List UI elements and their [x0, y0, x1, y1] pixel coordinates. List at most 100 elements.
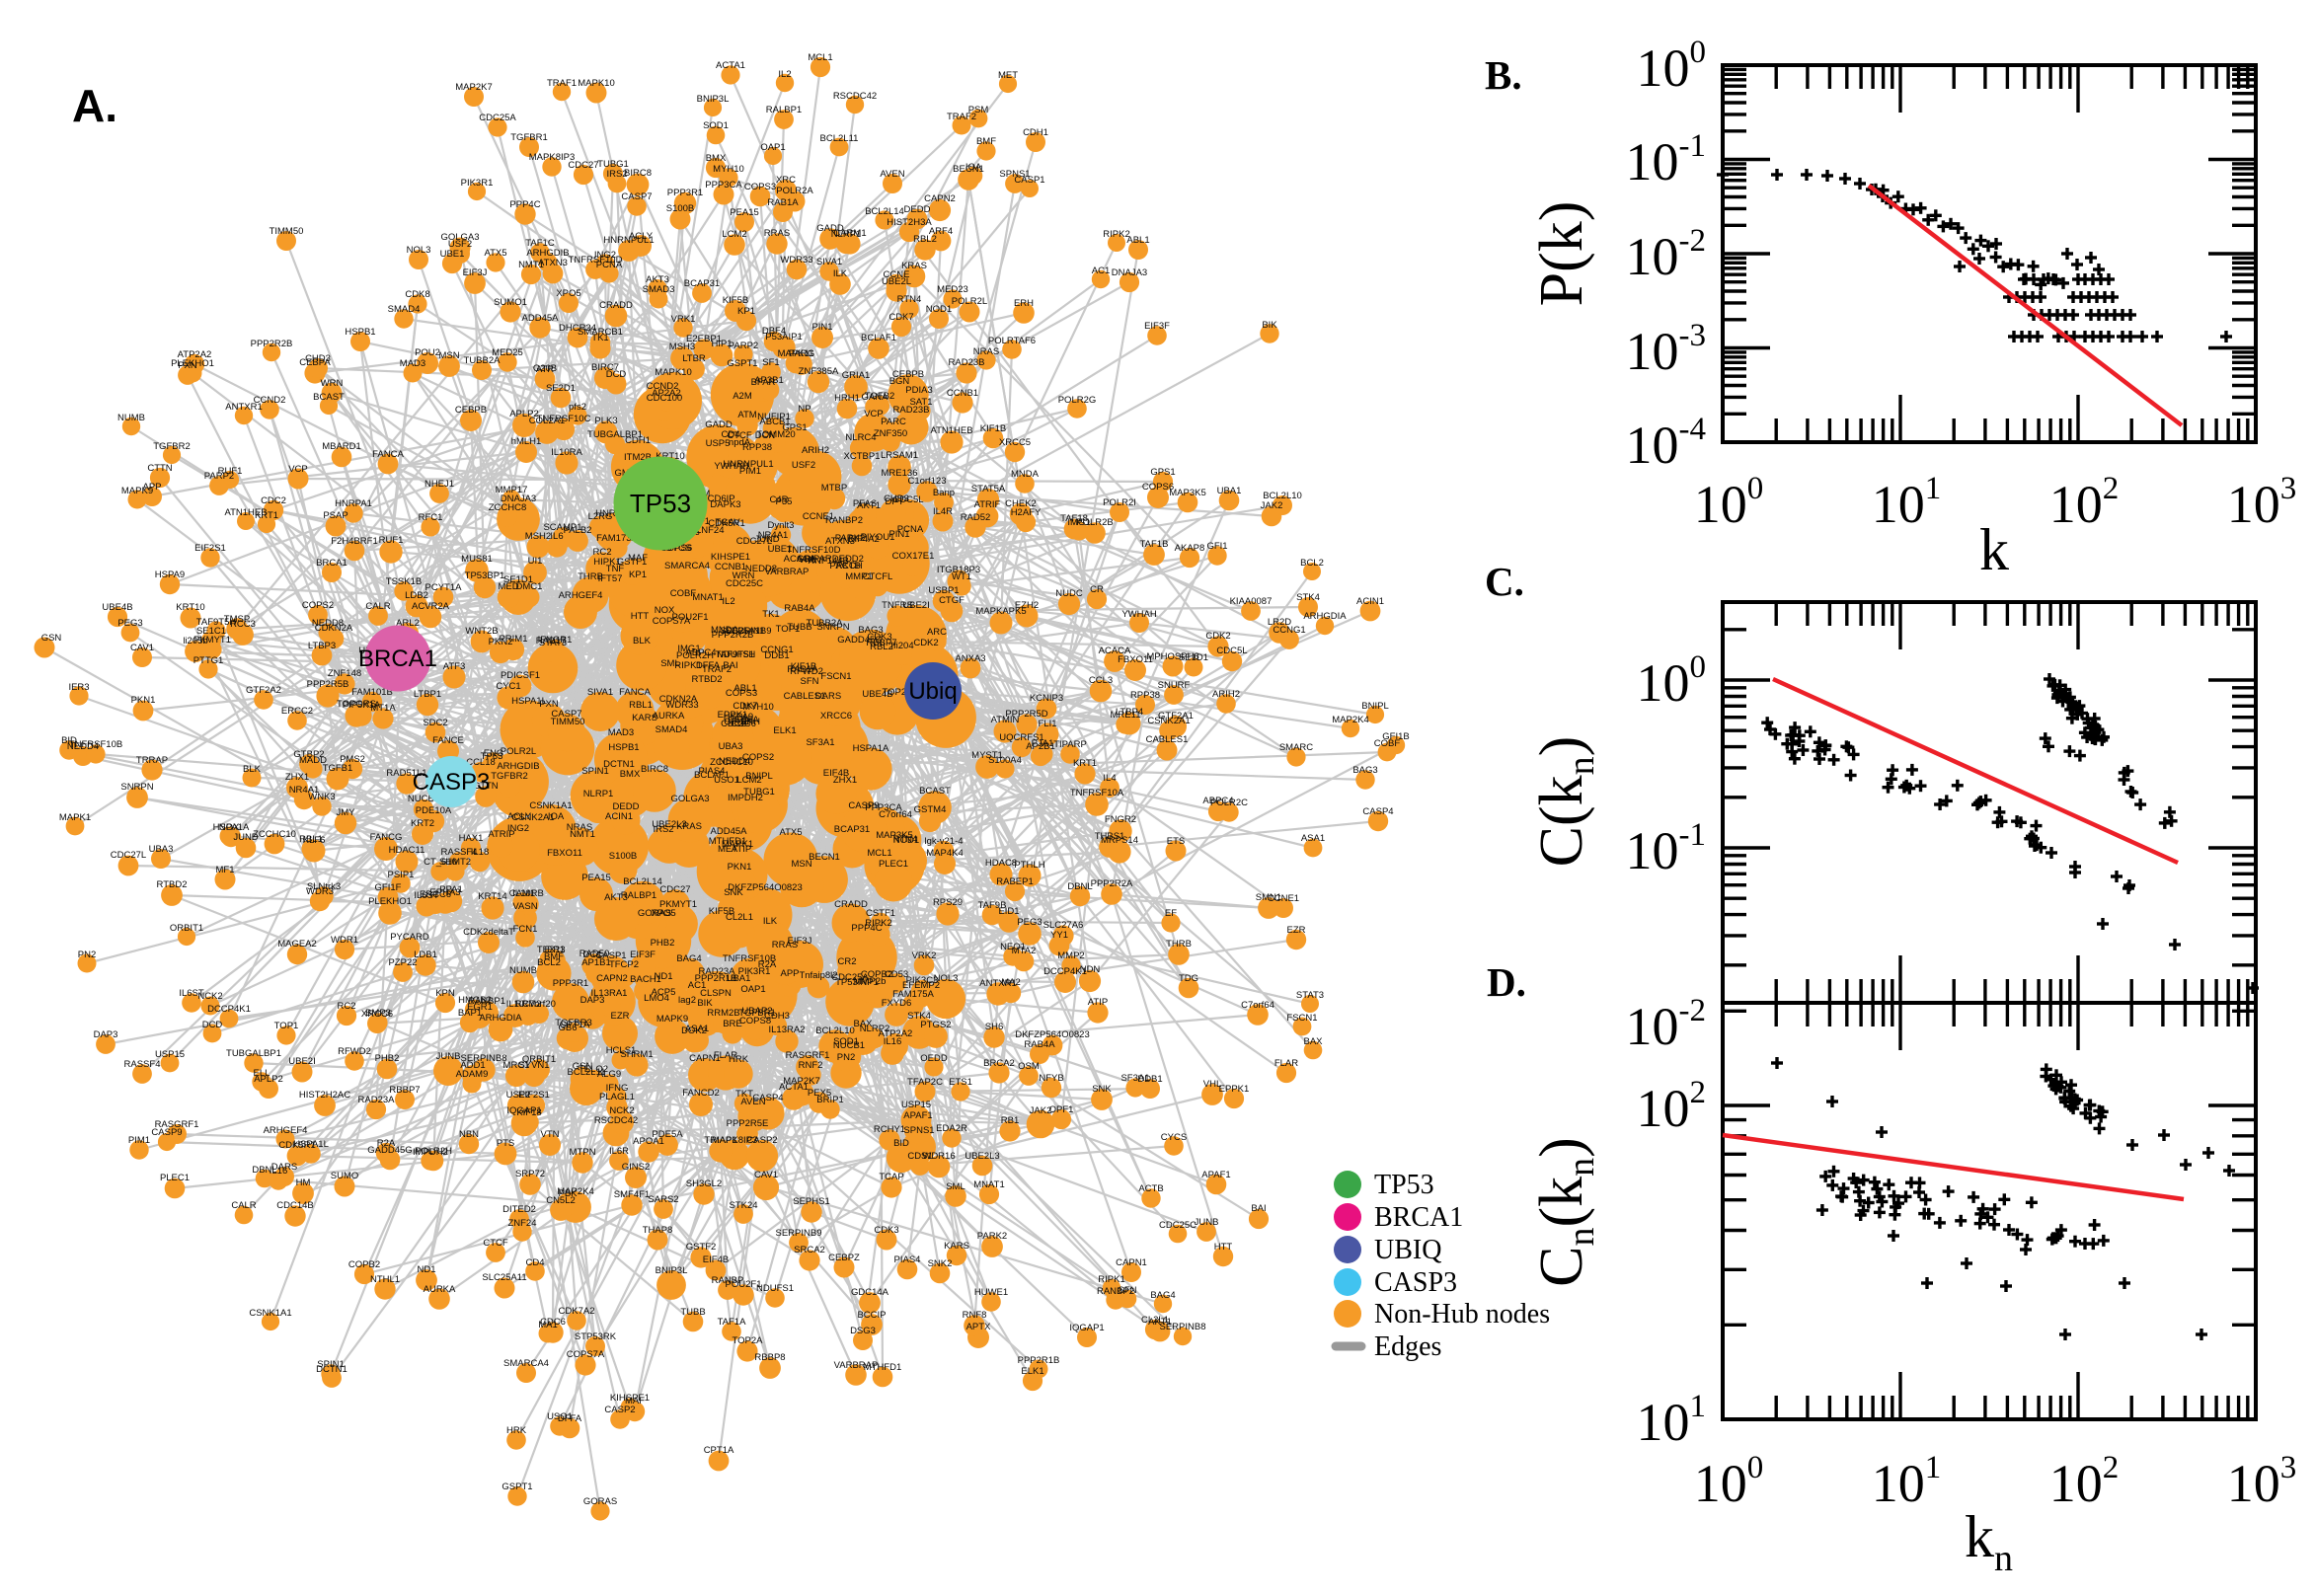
svg-text:DBNL: DBNL	[252, 1165, 276, 1176]
svg-text:EZR: EZR	[1287, 925, 1306, 936]
svg-text:ZNF385A: ZNF385A	[799, 366, 839, 377]
svg-text:PTHLH: PTHLH	[1014, 860, 1044, 871]
svg-text:UBE2L3: UBE2L3	[965, 1151, 999, 1162]
svg-text:POLR2I: POLR2I	[1103, 497, 1136, 508]
svg-text:KIF5B: KIF5B	[723, 295, 748, 306]
svg-text:ASA1: ASA1	[1301, 833, 1325, 844]
svg-text:CAPN1: CAPN1	[1116, 1257, 1147, 1268]
svg-text:PTS: PTS	[497, 1138, 514, 1149]
svg-text:BMF: BMF	[976, 136, 996, 147]
svg-text:MRC1: MRC1	[503, 1060, 530, 1071]
svg-text:PN2: PN2	[78, 950, 96, 960]
svg-text:XRCC5: XRCC5	[999, 437, 1031, 448]
svg-text:DDB1: DDB1	[1137, 1074, 1162, 1085]
svg-text:R2A: R2A	[377, 1138, 396, 1149]
svg-text:APP: APP	[142, 482, 161, 493]
svg-text:STK24: STK24	[729, 1200, 757, 1211]
svg-text:PARP2: PARP2	[729, 341, 758, 351]
svg-text:RNF8: RNF8	[963, 1310, 987, 1321]
svg-text:KIHSPE1: KIHSPE1	[711, 552, 750, 563]
svg-text:HSPA1L: HSPA1L	[293, 1139, 329, 1150]
svg-text:USO1: USO1	[714, 775, 739, 786]
svg-text:HNRPA1: HNRPA1	[335, 498, 372, 509]
svg-text:lgk-v21-4: lgk-v21-4	[924, 836, 963, 847]
svg-text:MRE136: MRE136	[882, 468, 918, 479]
svg-text:ARHGDIA: ARHGDIA	[1303, 611, 1347, 622]
svg-text:DCD: DCD	[202, 1020, 223, 1030]
svg-text:RAB4A: RAB4A	[1024, 1039, 1055, 1050]
svg-text:RBL1: RBL1	[629, 700, 653, 711]
svg-text:RIPK2: RIPK2	[1103, 229, 1129, 240]
svg-text:CDKN2A: CDKN2A	[659, 694, 698, 705]
svg-text:WNT2B: WNT2B	[465, 626, 498, 637]
svg-text:RSCDC42: RSCDC42	[833, 91, 877, 102]
svg-text:PIM1: PIM1	[128, 1135, 150, 1146]
svg-text:AKT3: AKT3	[646, 274, 669, 285]
svg-text:PSIP1: PSIP1	[388, 870, 415, 880]
svg-text:ELK1: ELK1	[1021, 1366, 1043, 1377]
svg-text:WT1: WT1	[952, 571, 971, 582]
svg-text:HM: HM	[296, 1178, 311, 1188]
svg-text:CALR: CALR	[365, 601, 390, 612]
svg-text:PIAS4: PIAS4	[894, 1254, 921, 1265]
svg-text:GPS1: GPS1	[1150, 467, 1175, 478]
svg-text:CDC27L: CDC27L	[736, 536, 772, 547]
svg-text:MNDA: MNDA	[1011, 469, 1040, 480]
svg-text:PLEKHO1: PLEKHO1	[368, 896, 412, 907]
svg-text:IL2: IL2	[778, 69, 791, 80]
svg-text:PHB2: PHB2	[651, 938, 675, 949]
svg-text:COBF: COBF	[670, 588, 697, 599]
svg-text:TUBB: TUBB	[680, 1307, 705, 1318]
svg-text:RTBD2: RTBD2	[692, 674, 723, 685]
svg-text:KIAA0087: KIAA0087	[1230, 596, 1273, 607]
svg-text:PIN1: PIN1	[811, 322, 832, 333]
svg-text:SMARC: SMARC	[1279, 742, 1313, 753]
svg-text:ZHX1: ZHX1	[285, 772, 309, 783]
svg-text:MAPK1: MAPK1	[59, 812, 91, 823]
svg-text:S100B: S100B	[609, 851, 638, 862]
svg-text:GORAS: GORAS	[638, 908, 671, 919]
svg-text:pfs2: pfs2	[569, 402, 586, 413]
svg-text:BID: BID	[893, 1138, 909, 1149]
svg-text:C.: C.	[1485, 559, 1524, 604]
svg-text:SARS2: SARS2	[648, 1194, 678, 1205]
svg-text:ABPC4: ABPC4	[1202, 796, 1233, 806]
svg-text:JUNB: JUNB	[436, 1051, 461, 1062]
svg-text:USBP1: USBP1	[928, 585, 959, 596]
svg-text:CASP3: CASP3	[413, 769, 491, 796]
svg-text:FANCG: FANCG	[370, 832, 403, 843]
svg-text:C(kn): C(kn)	[1528, 736, 1602, 868]
svg-text:MTBP: MTBP	[821, 483, 847, 494]
svg-text:NEDD8: NEDD8	[312, 618, 344, 629]
svg-text:MAPK10: MAPK10	[655, 367, 692, 378]
svg-text:TNFRSF10B: TNFRSF10B	[69, 739, 122, 750]
svg-text:MAGEA2: MAGEA2	[277, 939, 317, 950]
svg-text:SNK2: SNK2	[928, 1258, 953, 1269]
svg-text:SH3GL2: SH3GL2	[686, 1178, 722, 1189]
svg-text:NHEJ1: NHEJ1	[425, 479, 454, 490]
svg-text:TUBG1: TUBG1	[743, 787, 775, 798]
svg-text:hMLH1: hMLH1	[511, 436, 542, 447]
svg-text:CCNE1: CCNE1	[1268, 893, 1299, 904]
svg-text:TOPORS: TOPORS	[337, 699, 376, 710]
svg-text:SPIN1: SPIN1	[581, 766, 608, 777]
svg-text:BAP1: BAP1	[458, 1008, 482, 1019]
svg-text:TRAF1: TRAF1	[547, 78, 577, 89]
svg-text:KP1: KP1	[737, 306, 755, 317]
svg-text:ERH: ERH	[1014, 298, 1034, 309]
svg-text:BRCA1: BRCA1	[358, 646, 437, 672]
svg-text:POLR2L: POLR2L	[501, 746, 536, 757]
svg-text:BIK: BIK	[1262, 320, 1277, 331]
svg-text:RAB1A: RAB1A	[767, 197, 799, 208]
svg-text:PPP2R2B: PPP2R2B	[712, 630, 754, 641]
svg-text:KRT10: KRT10	[176, 602, 204, 613]
svg-text:BMX: BMX	[706, 153, 727, 164]
svg-text:ARHGEF4: ARHGEF4	[264, 1125, 308, 1136]
svg-text:IFT57: IFT57	[598, 573, 623, 584]
svg-text:CDK7A2: CDK7A2	[559, 1306, 595, 1317]
svg-text:SPIN1: SPIN1	[317, 1359, 344, 1370]
svg-text:FSCN1: FSCN1	[820, 671, 851, 682]
svg-text:S100B: S100B	[666, 203, 695, 214]
svg-text:UBA1: UBA1	[1217, 486, 1242, 496]
svg-text:FANCE: FANCE	[432, 735, 464, 746]
